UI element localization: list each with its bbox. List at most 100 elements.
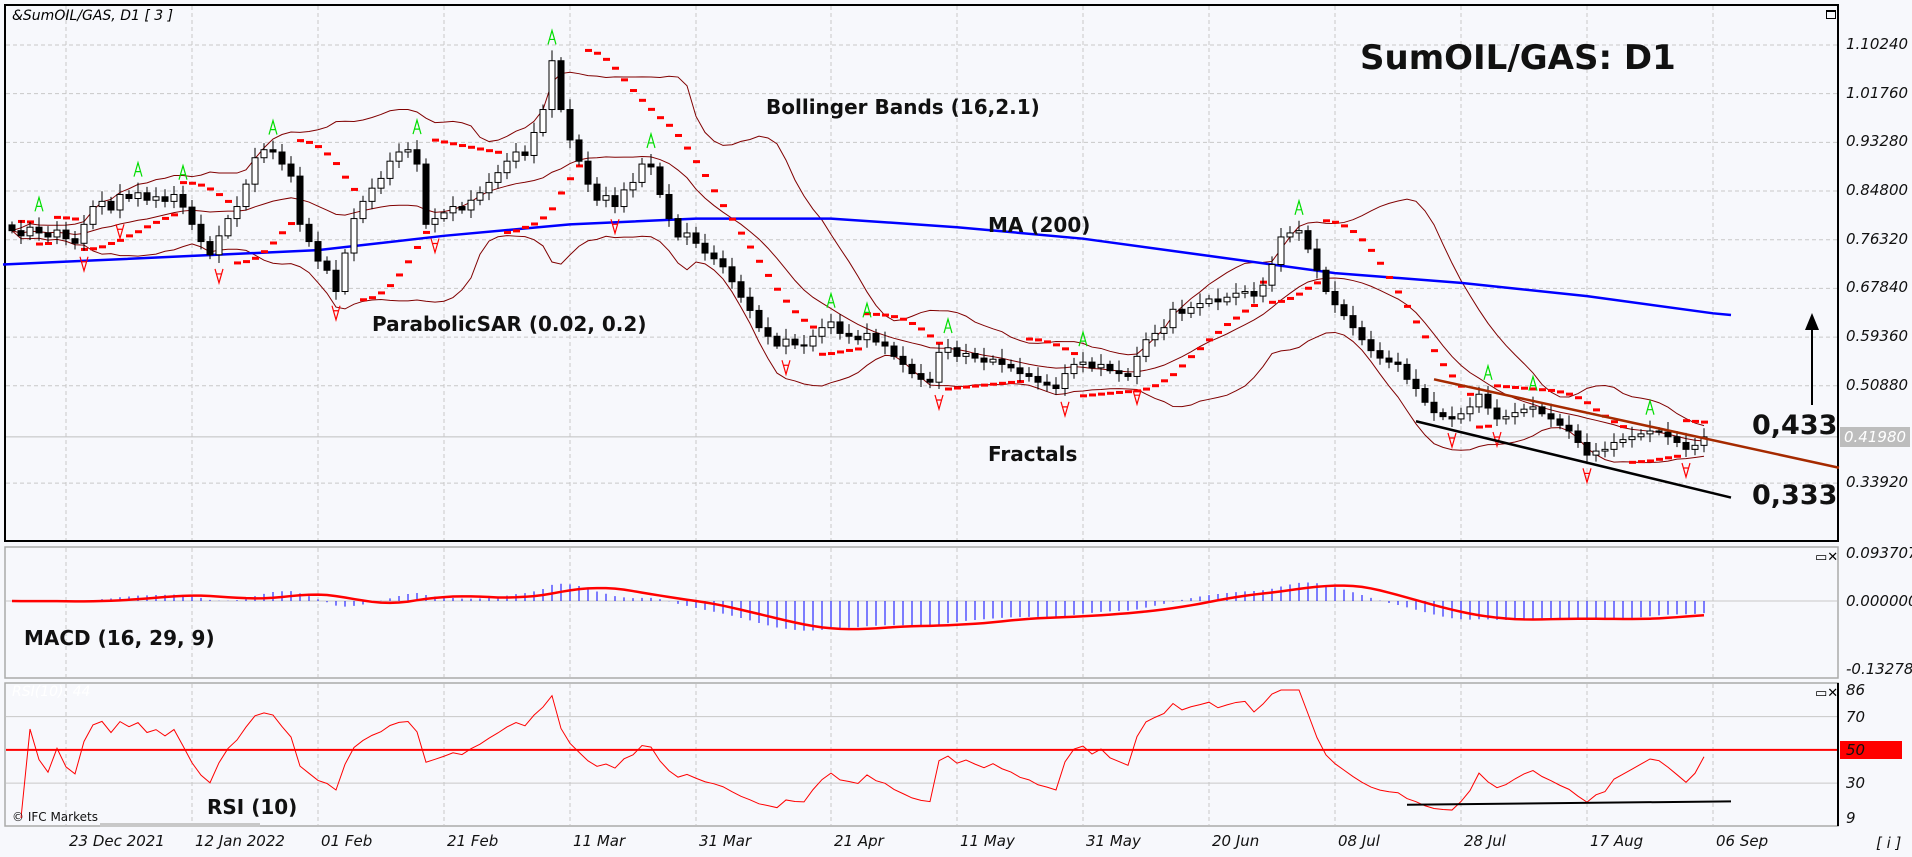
candle-bearish	[314, 241, 322, 262]
sar-dot	[378, 291, 385, 295]
sar-dot	[180, 181, 187, 185]
window-maximize-button[interactable]	[1826, 10, 1836, 19]
candle-bullish	[818, 327, 826, 337]
sar-dot	[243, 260, 250, 264]
ma200-line	[2, 217, 1732, 317]
sar-dot	[36, 242, 43, 246]
candle-bearish	[1016, 367, 1024, 375]
candle-bearish	[701, 242, 709, 254]
fractal-up-icon	[133, 160, 143, 177]
candle-bearish	[872, 332, 880, 343]
bollinger-lower-band	[11, 230, 1705, 464]
sar-dot	[1143, 387, 1150, 391]
candle-bearish	[1484, 393, 1492, 409]
candle-bearish	[656, 166, 664, 195]
sar-dot	[1449, 374, 1456, 378]
rsi-panel-controls[interactable]: ▭✕	[1815, 686, 1839, 701]
sar-dot	[990, 382, 997, 386]
candle-bullish	[359, 200, 367, 220]
sar-dot	[126, 234, 133, 238]
sar-dot	[1323, 219, 1330, 223]
fractal-up-icon	[1483, 363, 1493, 381]
candle-bearish	[1304, 230, 1312, 250]
sar-dot	[198, 183, 205, 187]
chart-title: SumOIL/GAS: D1	[1360, 38, 1676, 78]
macd-panel-controls[interactable]: ▭✕	[1815, 550, 1839, 565]
price-tick-label: 0.50880	[1846, 375, 1909, 394]
candle-bullish	[1160, 327, 1168, 334]
macd-tick-label: 0.093707	[1846, 544, 1912, 562]
sar-dot	[765, 273, 772, 277]
candle-bullish	[1691, 444, 1699, 450]
candle-bullish	[1097, 363, 1105, 369]
candle-bearish	[800, 344, 808, 347]
info-button[interactable]: [ i ]	[1876, 834, 1902, 852]
sar-dot	[1512, 385, 1519, 389]
symbol-label: &SumOIL/GAS, D1 [ 3 ]	[12, 8, 174, 24]
candle-bullish	[341, 252, 349, 292]
price-tick-label: 0.93280	[1846, 132, 1909, 151]
candle-bullish	[1529, 406, 1537, 410]
sar-dot	[954, 386, 961, 390]
sar-dot	[909, 321, 916, 325]
candle-bullish	[377, 177, 385, 189]
sar-dot	[819, 352, 826, 356]
fractal-up-icon	[1645, 398, 1655, 415]
candle-bullish	[1232, 292, 1240, 298]
candle-bullish	[431, 218, 439, 225]
candle-bearish	[422, 163, 430, 225]
sar-dot	[981, 383, 988, 387]
rsi-tick-label: 86	[1846, 681, 1866, 699]
trendline-resistance	[1433, 378, 1840, 469]
sar-dot	[459, 144, 466, 148]
fractal-down-icon	[214, 268, 224, 286]
sar-dot	[1683, 419, 1690, 423]
fractal-down-icon	[934, 394, 944, 412]
sar-dot	[1566, 392, 1573, 396]
sar-dot	[1188, 355, 1195, 359]
candle-bullish	[1070, 363, 1078, 375]
candle-bearish	[755, 309, 763, 329]
sar-dot	[774, 287, 781, 291]
sar-dot	[648, 107, 655, 111]
sar-dot	[1539, 388, 1546, 392]
candle-bullish	[1700, 436, 1708, 446]
candle-bearish	[1313, 248, 1321, 271]
candle-bearish	[1349, 315, 1357, 329]
fractal-up-icon	[943, 316, 953, 334]
sar-dot	[747, 245, 754, 249]
candle-bearish	[1358, 327, 1366, 341]
candle-bullish	[215, 235, 223, 256]
sar-dot	[1107, 391, 1114, 395]
sar-dot	[153, 220, 160, 224]
price-tick-label: 0.76320	[1846, 229, 1909, 248]
price-tick-label: 0.33920	[1846, 473, 1909, 492]
sar-dot	[360, 298, 367, 302]
candle-bullish	[485, 181, 493, 194]
fractal-down-icon	[115, 224, 125, 241]
sar-dot	[1296, 292, 1303, 296]
sar-dot	[837, 350, 844, 354]
sar-dot	[846, 348, 853, 352]
date-tick-label: 01 Feb	[321, 832, 373, 850]
candle-bullish	[134, 192, 142, 200]
candle-bullish	[368, 187, 376, 202]
candle-bearish	[1340, 304, 1348, 317]
candle-bullish	[404, 149, 412, 153]
sar-dot	[576, 164, 583, 168]
sar-dot	[1674, 454, 1681, 458]
sar-dot	[1701, 420, 1708, 424]
candle-bearish	[1322, 269, 1330, 292]
sar-dot	[621, 78, 628, 82]
candle-bearish	[1394, 361, 1402, 365]
candle-bullish	[1079, 361, 1087, 365]
candle-bearish	[881, 341, 889, 347]
sar-dot	[1377, 261, 1384, 265]
sar-dot	[1485, 424, 1492, 428]
bollinger-label: Bollinger Bands (16,2.1)	[766, 95, 1040, 119]
candle-bearish	[917, 373, 925, 380]
candle-bullish	[98, 200, 106, 208]
fractal-up-icon	[268, 118, 278, 135]
candle-bearish	[1106, 363, 1114, 372]
sar-dot	[1314, 281, 1321, 285]
